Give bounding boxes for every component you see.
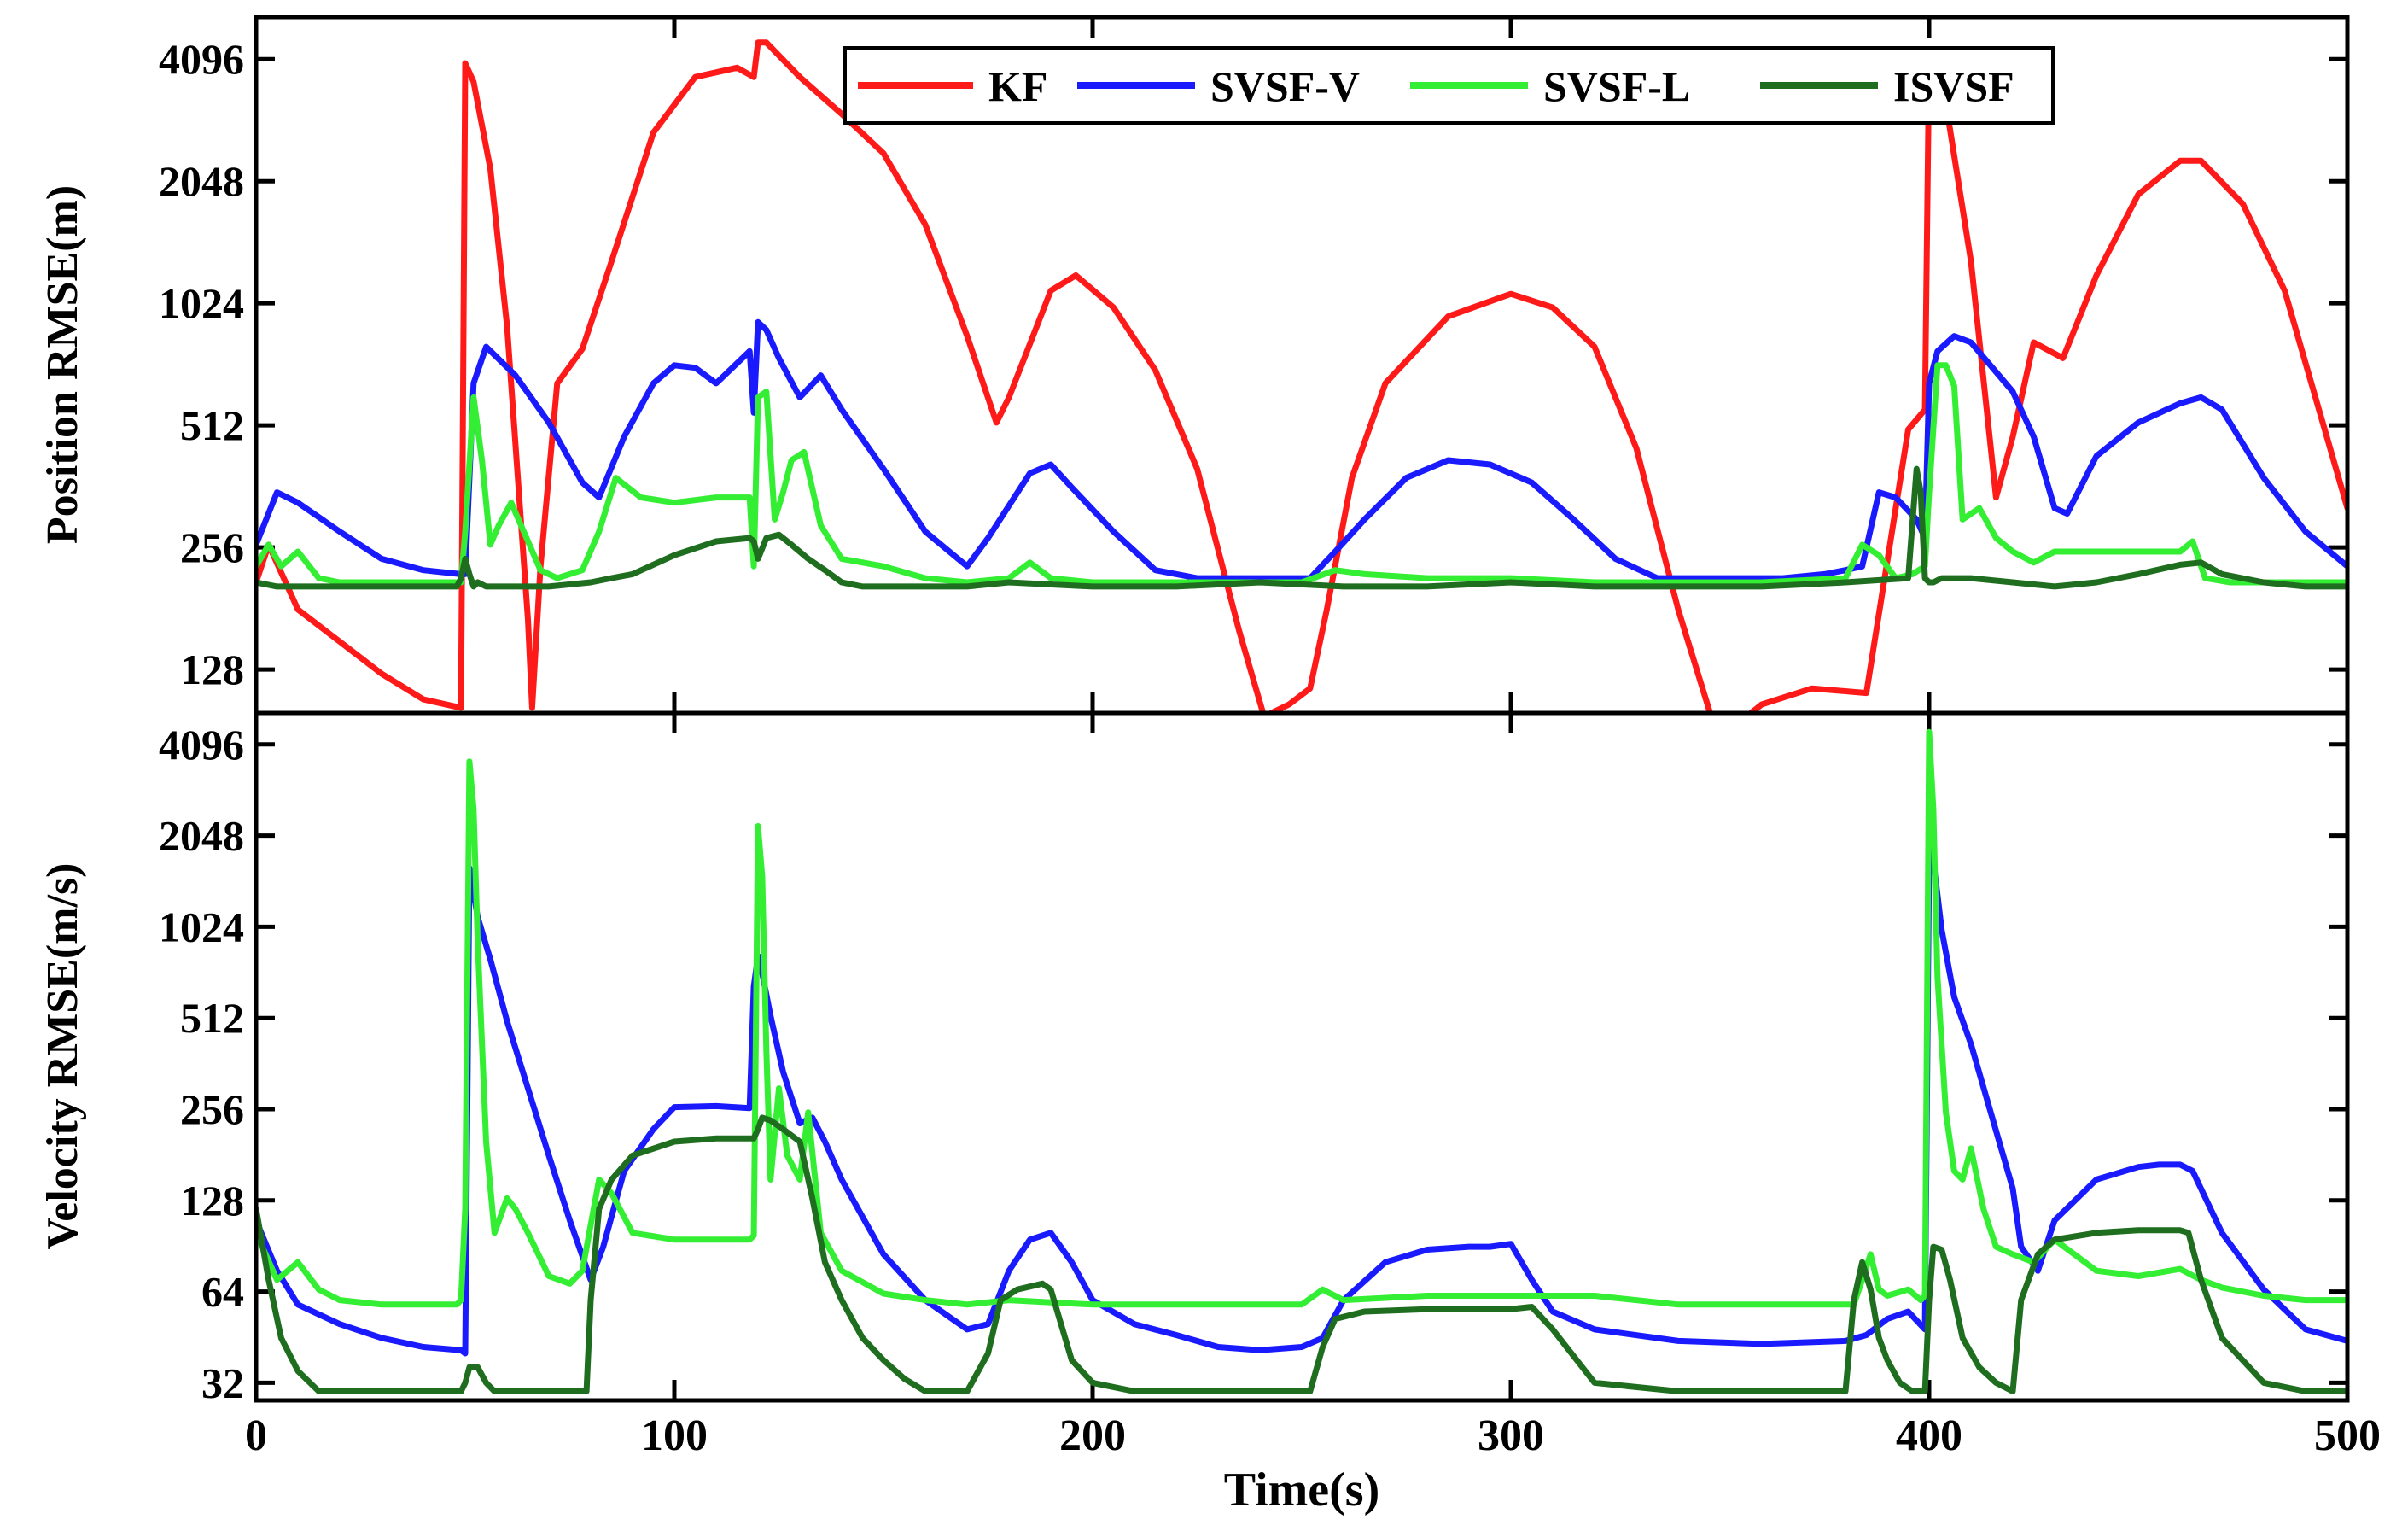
velocity-y-ticks: 32 64 128 256 512 1024 2048 4096 <box>159 721 2347 1406</box>
velocity-y-tick-label: 512 <box>180 994 244 1042</box>
position-series <box>256 39 2347 713</box>
legend-label-isvsf: ISVSF <box>1893 62 2014 110</box>
position-y-tick-label: 1024 <box>159 279 244 327</box>
x-tick-label: 200 <box>1059 1411 1126 1460</box>
legend-entry-isvsf: ISVSF <box>1760 62 2014 110</box>
velocity-x-ticks: 0 100 200 300 400 500 <box>245 713 2381 1460</box>
legend-entry-svsf-v: SVSF-V <box>1077 62 1360 110</box>
legend: KF SVSF-V SVSF-L ISVSF <box>843 46 2055 125</box>
velocity-series-svsf-l <box>256 728 2347 1308</box>
position-series-svsf-l <box>256 362 2347 586</box>
position-y-tick-label: 2048 <box>159 157 244 205</box>
legend-entry-svsf-l: SVSF-L <box>1410 62 1690 110</box>
position-y-tick-label: 512 <box>180 401 244 449</box>
x-tick-label: 100 <box>641 1411 708 1460</box>
velocity-plot-frame <box>254 710 2350 1403</box>
position-y-tick-label: 4096 <box>159 35 244 83</box>
x-tick-label: 500 <box>2314 1411 2381 1460</box>
velocity-y-tick-label: 2048 <box>159 812 244 860</box>
position-panel: Position RMSE(m) 128 256 512 1024 2048 4096 K… <box>38 15 2350 716</box>
legend-label-svsf-l: SVSF-L <box>1543 62 1690 110</box>
legend-label-kf: KF <box>988 62 1047 110</box>
x-axis-label: Time(s) <box>1224 1464 1380 1516</box>
x-tick-label: 0 <box>245 1411 267 1460</box>
position-y-axis-label: Position RMSE(m) <box>38 185 87 544</box>
x-tick-label: 400 <box>1896 1411 1962 1460</box>
velocity-y-tick-label: 1024 <box>159 903 244 950</box>
velocity-y-tick-label: 256 <box>180 1085 244 1133</box>
velocity-y-tick-label: 64 <box>201 1268 244 1316</box>
velocity-series-isvsf <box>256 1114 2347 1394</box>
position-series-svsf-v <box>256 318 2347 581</box>
velocity-panel: Velocity RMSE(m/s) 32 64 128 256 512 1024 2048… <box>38 710 2381 1516</box>
position-series-kf <box>256 39 2347 713</box>
legend-entry-kf: KF <box>858 62 1047 110</box>
legend-label-svsf-v: SVSF-V <box>1210 62 1360 110</box>
velocity-series <box>256 728 2347 1394</box>
velocity-y-tick-label: 128 <box>180 1177 244 1224</box>
x-tick-label: 300 <box>1478 1411 1544 1460</box>
velocity-y-tick-label: 4096 <box>159 721 244 768</box>
position-y-tick-label: 128 <box>180 646 244 693</box>
position-y-tick-label: 256 <box>180 523 244 571</box>
position-series-isvsf <box>256 465 2347 590</box>
velocity-y-axis-label: Velocity RMSE(m/s) <box>38 862 87 1249</box>
velocity-y-tick-label: 32 <box>201 1359 244 1406</box>
position-y-ticks: 128 256 512 1024 2048 4096 <box>159 35 2347 693</box>
velocity-series-svsf-v <box>256 842 2347 1357</box>
